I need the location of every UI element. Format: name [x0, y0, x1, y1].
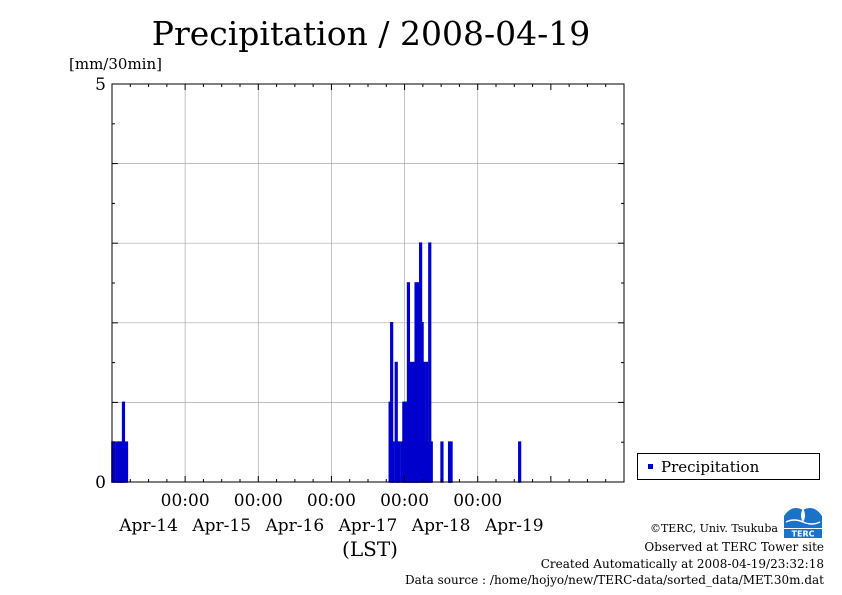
- label-layer: 0 5 00:00 00:00 00:00 00:00 00:00 Apr-14 Apr-15 A…: [95, 75, 543, 561]
- created-timestamp: Created Automatically at 2008-04-19/23:3…: [540, 557, 824, 571]
- copyright-text: ©TERC, Univ. Tsukuba: [649, 522, 778, 535]
- y-tick-label: 5: [95, 75, 106, 95]
- x-tick-label: 00:00: [380, 491, 429, 511]
- terc-logo-icon: TERC: [782, 502, 824, 538]
- precip-bar: [112, 441, 116, 483]
- precip-bar: [518, 441, 522, 483]
- logo-text: TERC: [792, 530, 815, 539]
- legend-swatch: [648, 464, 653, 469]
- precip-bar: [449, 441, 453, 483]
- grid-layer: [112, 84, 624, 482]
- x-tick-label: 00:00: [307, 491, 356, 511]
- x-date-label: Apr-17: [338, 516, 398, 536]
- tick-layer: [111, 83, 625, 483]
- x-date-label: Apr-14: [118, 516, 178, 536]
- x-date-label: Apr-19: [484, 516, 544, 536]
- y-tick-label: 0: [95, 473, 106, 493]
- precip-bar: [440, 441, 444, 483]
- x-tick-label: 00:00: [161, 491, 210, 511]
- data-source-text: Data source : /home/hojyo/new/TERC-data/…: [405, 573, 824, 587]
- precip-bar: [124, 441, 129, 483]
- x-date-label: Apr-15: [191, 516, 251, 536]
- x-tick-label: 00:00: [234, 491, 283, 511]
- x-axis-label: (LST): [342, 537, 398, 561]
- y-axis-unit-label: [mm/30min]: [69, 55, 162, 73]
- bar-layer: [111, 242, 522, 483]
- precip-bar: [429, 441, 433, 483]
- precip-bar: [391, 441, 395, 483]
- x-date-label: Apr-18: [411, 516, 471, 536]
- precip-bar: [121, 401, 126, 483]
- observed-site-text: Observed at TERC Tower site: [644, 540, 824, 554]
- x-date-label: Apr-16: [265, 516, 325, 536]
- plot-frame: [111, 83, 625, 483]
- page-title: Precipitation / 2008-04-19: [151, 14, 591, 53]
- x-tick-label: 00:00: [453, 491, 502, 511]
- precip-bar: [397, 441, 401, 483]
- legend-label: Precipitation: [661, 457, 760, 476]
- legend-box: Precipitation: [637, 453, 820, 480]
